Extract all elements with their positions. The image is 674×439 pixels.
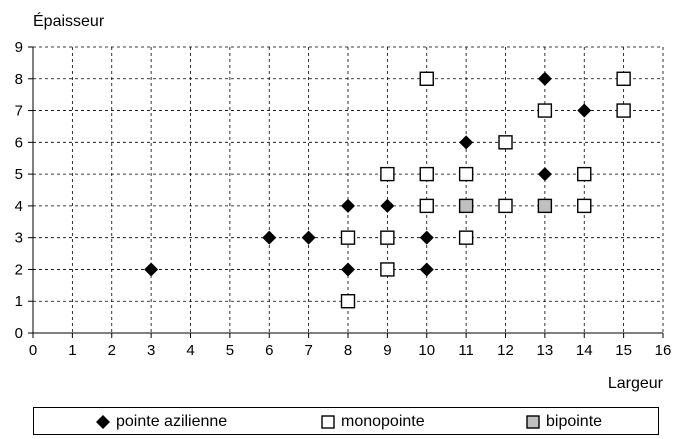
y-tick-label: 6 [15,134,23,151]
x-tick-label: 14 [576,342,593,359]
legend-label: monopointe [341,413,425,430]
data-point-pointe-azilienne [380,198,395,213]
data-point-pointe-azilienne [419,262,434,277]
x-axis-label: Largeur [608,375,664,392]
axes [28,46,664,338]
legend: pointe azilienne monopointe bipointe [33,407,659,435]
data-point-monopointe [419,166,434,182]
data-point-bipointe [458,198,474,214]
x-tick-label: 1 [68,342,76,359]
data-point-monopointe [380,230,395,245]
data-point-pointe-azilienne [537,71,552,86]
x-tick-label: 5 [226,342,234,359]
data-point-monopointe [498,135,513,150]
x-tick-label: 3 [147,342,155,359]
legend-label: bipointe [546,413,603,430]
data-point-pointe-azilienne [419,230,434,245]
data-point-pointe-azilienne [577,103,592,118]
diamond-marker-icon [94,413,112,431]
legend-label: pointe azilienne [116,413,228,430]
legend-item-pointe-azilienne: pointe azilienne [94,413,227,431]
x-tick-label: 6 [265,342,273,359]
data-point-monopointe [577,166,592,182]
y-tick-label: 8 [15,71,23,88]
y-tick-label: 3 [15,230,23,247]
y-tick-label: 5 [15,166,23,183]
data-point-monopointe [419,198,434,214]
y-axis-label: Épaisseur [33,11,105,30]
y-tick-label: 1 [15,293,23,310]
gray-square-marker-icon [524,413,542,431]
data-point-pointe-azilienne [262,230,277,245]
data-point-bipointe [537,198,553,214]
square-marker-icon [319,413,337,431]
legend-item-bipointe: bipointe [524,413,602,431]
data-point-monopointe [498,198,513,214]
data-point-pointe-azilienne [144,262,159,277]
data-point-pointe-azilienne [537,167,552,182]
x-tick-label: 7 [304,342,312,359]
y-tick-label: 2 [15,261,23,278]
data-point-monopointe [380,166,395,182]
y-tick-label: 9 [15,39,23,56]
x-tick-label: 8 [344,342,352,359]
data-point-pointe-azilienne [341,198,355,213]
x-tick-label: 16 [655,342,672,359]
data-point-monopointe [340,230,356,245]
y-tick-label: 4 [15,198,23,215]
data-point-monopointe [577,198,592,214]
data-point-monopointe [537,103,553,118]
data-point-pointe-azilienne [459,135,474,150]
data-point-monopointe [458,166,474,182]
data-point-monopointe [340,294,356,309]
y-tick-label: 0 [15,325,23,342]
data-point-monopointe [458,230,474,245]
y-tick-label: 7 [15,103,23,120]
grid-lines [33,46,664,333]
x-tick-label: 15 [615,342,632,359]
data-point-pointe-azilienne [341,262,355,277]
x-tick-label: 11 [458,342,474,359]
x-tick-label: 0 [29,342,37,359]
data-points [144,71,631,309]
x-tick-label: 9 [383,342,391,359]
data-point-monopointe [616,71,631,86]
x-tick-label: 12 [497,342,514,359]
x-tick-label: 2 [108,342,116,359]
data-point-monopointe [419,71,434,86]
x-tick-label: 4 [186,342,194,359]
data-point-monopointe [380,262,395,277]
legend-item-monopointe: monopointe [319,413,425,431]
data-point-pointe-azilienne [301,230,316,245]
data-point-monopointe [616,103,631,118]
x-tick-label: 13 [537,342,554,359]
x-tick-label: 10 [418,342,435,359]
